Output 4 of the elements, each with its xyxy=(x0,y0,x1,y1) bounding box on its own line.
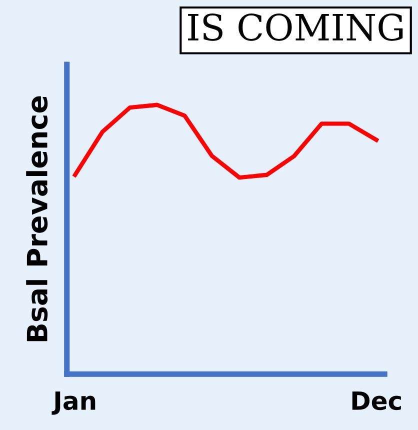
x-tick-label: Dec xyxy=(352,392,401,410)
text: IS COMING xyxy=(188,14,403,41)
y-axis-title: Bsal Prevalence xyxy=(26,96,48,342)
x-tick-label: Jan xyxy=(52,392,96,415)
